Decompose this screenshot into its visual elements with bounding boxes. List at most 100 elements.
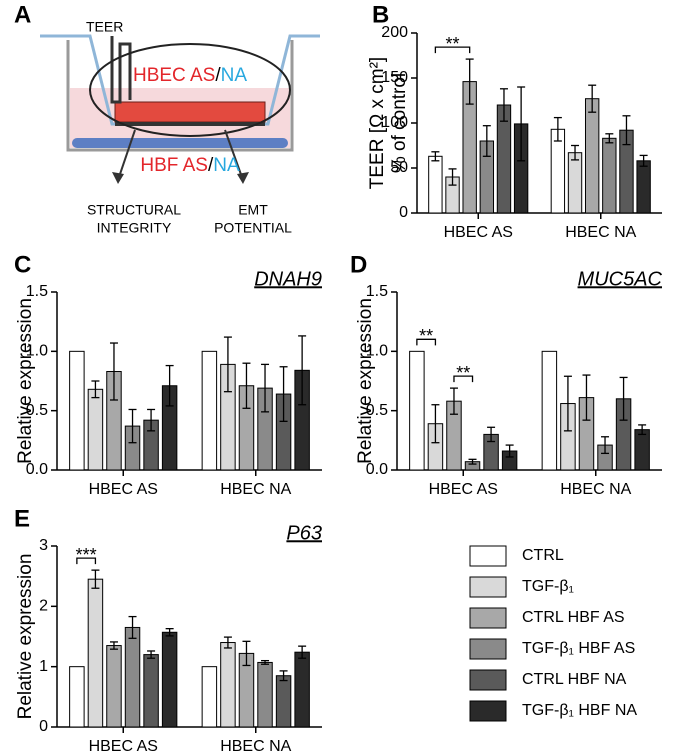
hbec-label: HBEC AS/NA xyxy=(133,65,247,86)
membrane xyxy=(115,122,265,126)
outcome-text: STRUCTURAL xyxy=(87,202,181,218)
transwell-diagram: A TEER HBEC AS/NA HBF AS/NA STRUCTURAL I… xyxy=(14,1,320,236)
chart-title: MUC5AC xyxy=(578,268,663,290)
arrow-head xyxy=(237,172,249,184)
hbf-label: HBF AS/NA xyxy=(140,155,240,176)
bar xyxy=(541,350,558,471)
legend-swatch xyxy=(469,576,507,598)
bar xyxy=(220,642,236,728)
panel-label: E xyxy=(14,505,30,532)
arrow xyxy=(117,129,136,181)
bar xyxy=(409,350,425,471)
y-tick-label: 1.5 xyxy=(366,283,388,300)
y-tick-label: 1.5 xyxy=(26,283,48,300)
slash: / xyxy=(208,155,214,176)
bar xyxy=(69,666,85,728)
significance-label: *** xyxy=(76,545,97,565)
bar xyxy=(257,661,273,728)
arrow-head xyxy=(112,172,124,184)
y-tick-label: 0.5 xyxy=(366,402,388,419)
bar xyxy=(428,155,443,214)
significance-bracket xyxy=(76,557,97,565)
x-tick-label: HBEC NA xyxy=(565,224,636,241)
y-tick-label: 200 xyxy=(381,24,408,41)
y-axis-label: % of control xyxy=(389,73,410,173)
bar xyxy=(201,350,218,471)
bar xyxy=(550,128,566,214)
hbf-as: HBF AS xyxy=(140,155,208,176)
x-tick-label: HBEC AS xyxy=(444,224,513,241)
legend-swatch xyxy=(469,638,507,660)
bar xyxy=(87,578,104,728)
y-tick-label: 1.0 xyxy=(26,343,48,360)
y-tick-label: 1.0 xyxy=(366,343,388,360)
x-tick-label: HBEC NA xyxy=(560,481,631,498)
y-tick-label: 0.0 xyxy=(366,461,388,478)
bar xyxy=(567,152,583,214)
legend-swatch xyxy=(469,669,507,691)
panel-label: C xyxy=(14,251,31,278)
outcome-text: INTEGRITY xyxy=(97,220,172,236)
y-tick-label: 150 xyxy=(381,69,408,86)
bar xyxy=(69,350,85,471)
hbec-as: HBEC AS xyxy=(133,65,215,86)
y-tick-label: 0 xyxy=(39,718,48,735)
x-tick-label: HBEC AS xyxy=(89,481,158,498)
fibroblasts xyxy=(72,138,288,148)
x-tick-label: HBEC NA xyxy=(220,481,291,498)
significance-label: ** xyxy=(456,363,470,383)
panel-label: D xyxy=(350,251,367,278)
y-tick-label: 100 xyxy=(381,114,408,131)
legend-label: CTRL HBF NA xyxy=(522,671,627,688)
bar xyxy=(275,675,292,728)
significance-bracket xyxy=(416,338,437,346)
arrow xyxy=(224,129,244,181)
y-tick-label: 0.0 xyxy=(26,461,48,478)
epithelium xyxy=(114,101,266,123)
bar xyxy=(294,651,310,728)
bar xyxy=(634,429,650,471)
outcome-text: EMT xyxy=(238,202,268,218)
hbf-na: NA xyxy=(213,155,240,176)
bar xyxy=(201,666,218,728)
y-axis-label: TEER [Ω x cm²] xyxy=(367,57,388,189)
y-tick-label: 0 xyxy=(399,204,408,221)
legend-label: CTRL HBF AS xyxy=(522,609,625,626)
legend-swatch xyxy=(469,607,507,629)
bar xyxy=(106,645,122,728)
bar xyxy=(584,98,600,214)
legend-label: TGF-β₁ xyxy=(522,578,574,595)
outcome-text: POTENTIAL xyxy=(214,220,292,236)
y-axis-label: Relative expression xyxy=(15,298,36,464)
bar xyxy=(143,654,159,728)
y-axis-label: Relative expression xyxy=(15,554,36,720)
panel-label: A xyxy=(14,1,31,28)
y-tick-label: 3 xyxy=(39,537,48,554)
well xyxy=(66,40,294,152)
legend-swatch xyxy=(469,545,507,567)
significance-bracket xyxy=(434,46,471,54)
y-tick-label: 2 xyxy=(39,598,48,615)
chart-title: DNAH9 xyxy=(254,268,322,290)
significance-bracket xyxy=(453,375,474,383)
highlight-ellipse xyxy=(89,43,291,137)
bar xyxy=(87,388,104,471)
x-tick-label: HBEC AS xyxy=(89,738,158,751)
teer-label: TEER xyxy=(86,19,123,35)
y-tick-label: 50 xyxy=(390,159,408,176)
bar xyxy=(636,160,651,214)
y-tick-label: 0.5 xyxy=(26,402,48,419)
legend-label: CTRL xyxy=(522,547,564,564)
chart-title: P63 xyxy=(286,522,322,544)
x-tick-label: HBEC AS xyxy=(429,481,498,498)
legend-label: TGF-β₁ HBF NA xyxy=(522,702,637,719)
bar xyxy=(161,631,178,728)
significance-label: ** xyxy=(419,326,433,346)
legend-label: TGF-β₁ HBF AS xyxy=(522,640,635,657)
slash: / xyxy=(215,65,221,86)
hbec-na: NA xyxy=(221,65,248,86)
y-axis-label: Relative expression xyxy=(355,298,376,464)
panel-label: B xyxy=(372,1,389,28)
y-tick-label: 1 xyxy=(39,658,48,675)
